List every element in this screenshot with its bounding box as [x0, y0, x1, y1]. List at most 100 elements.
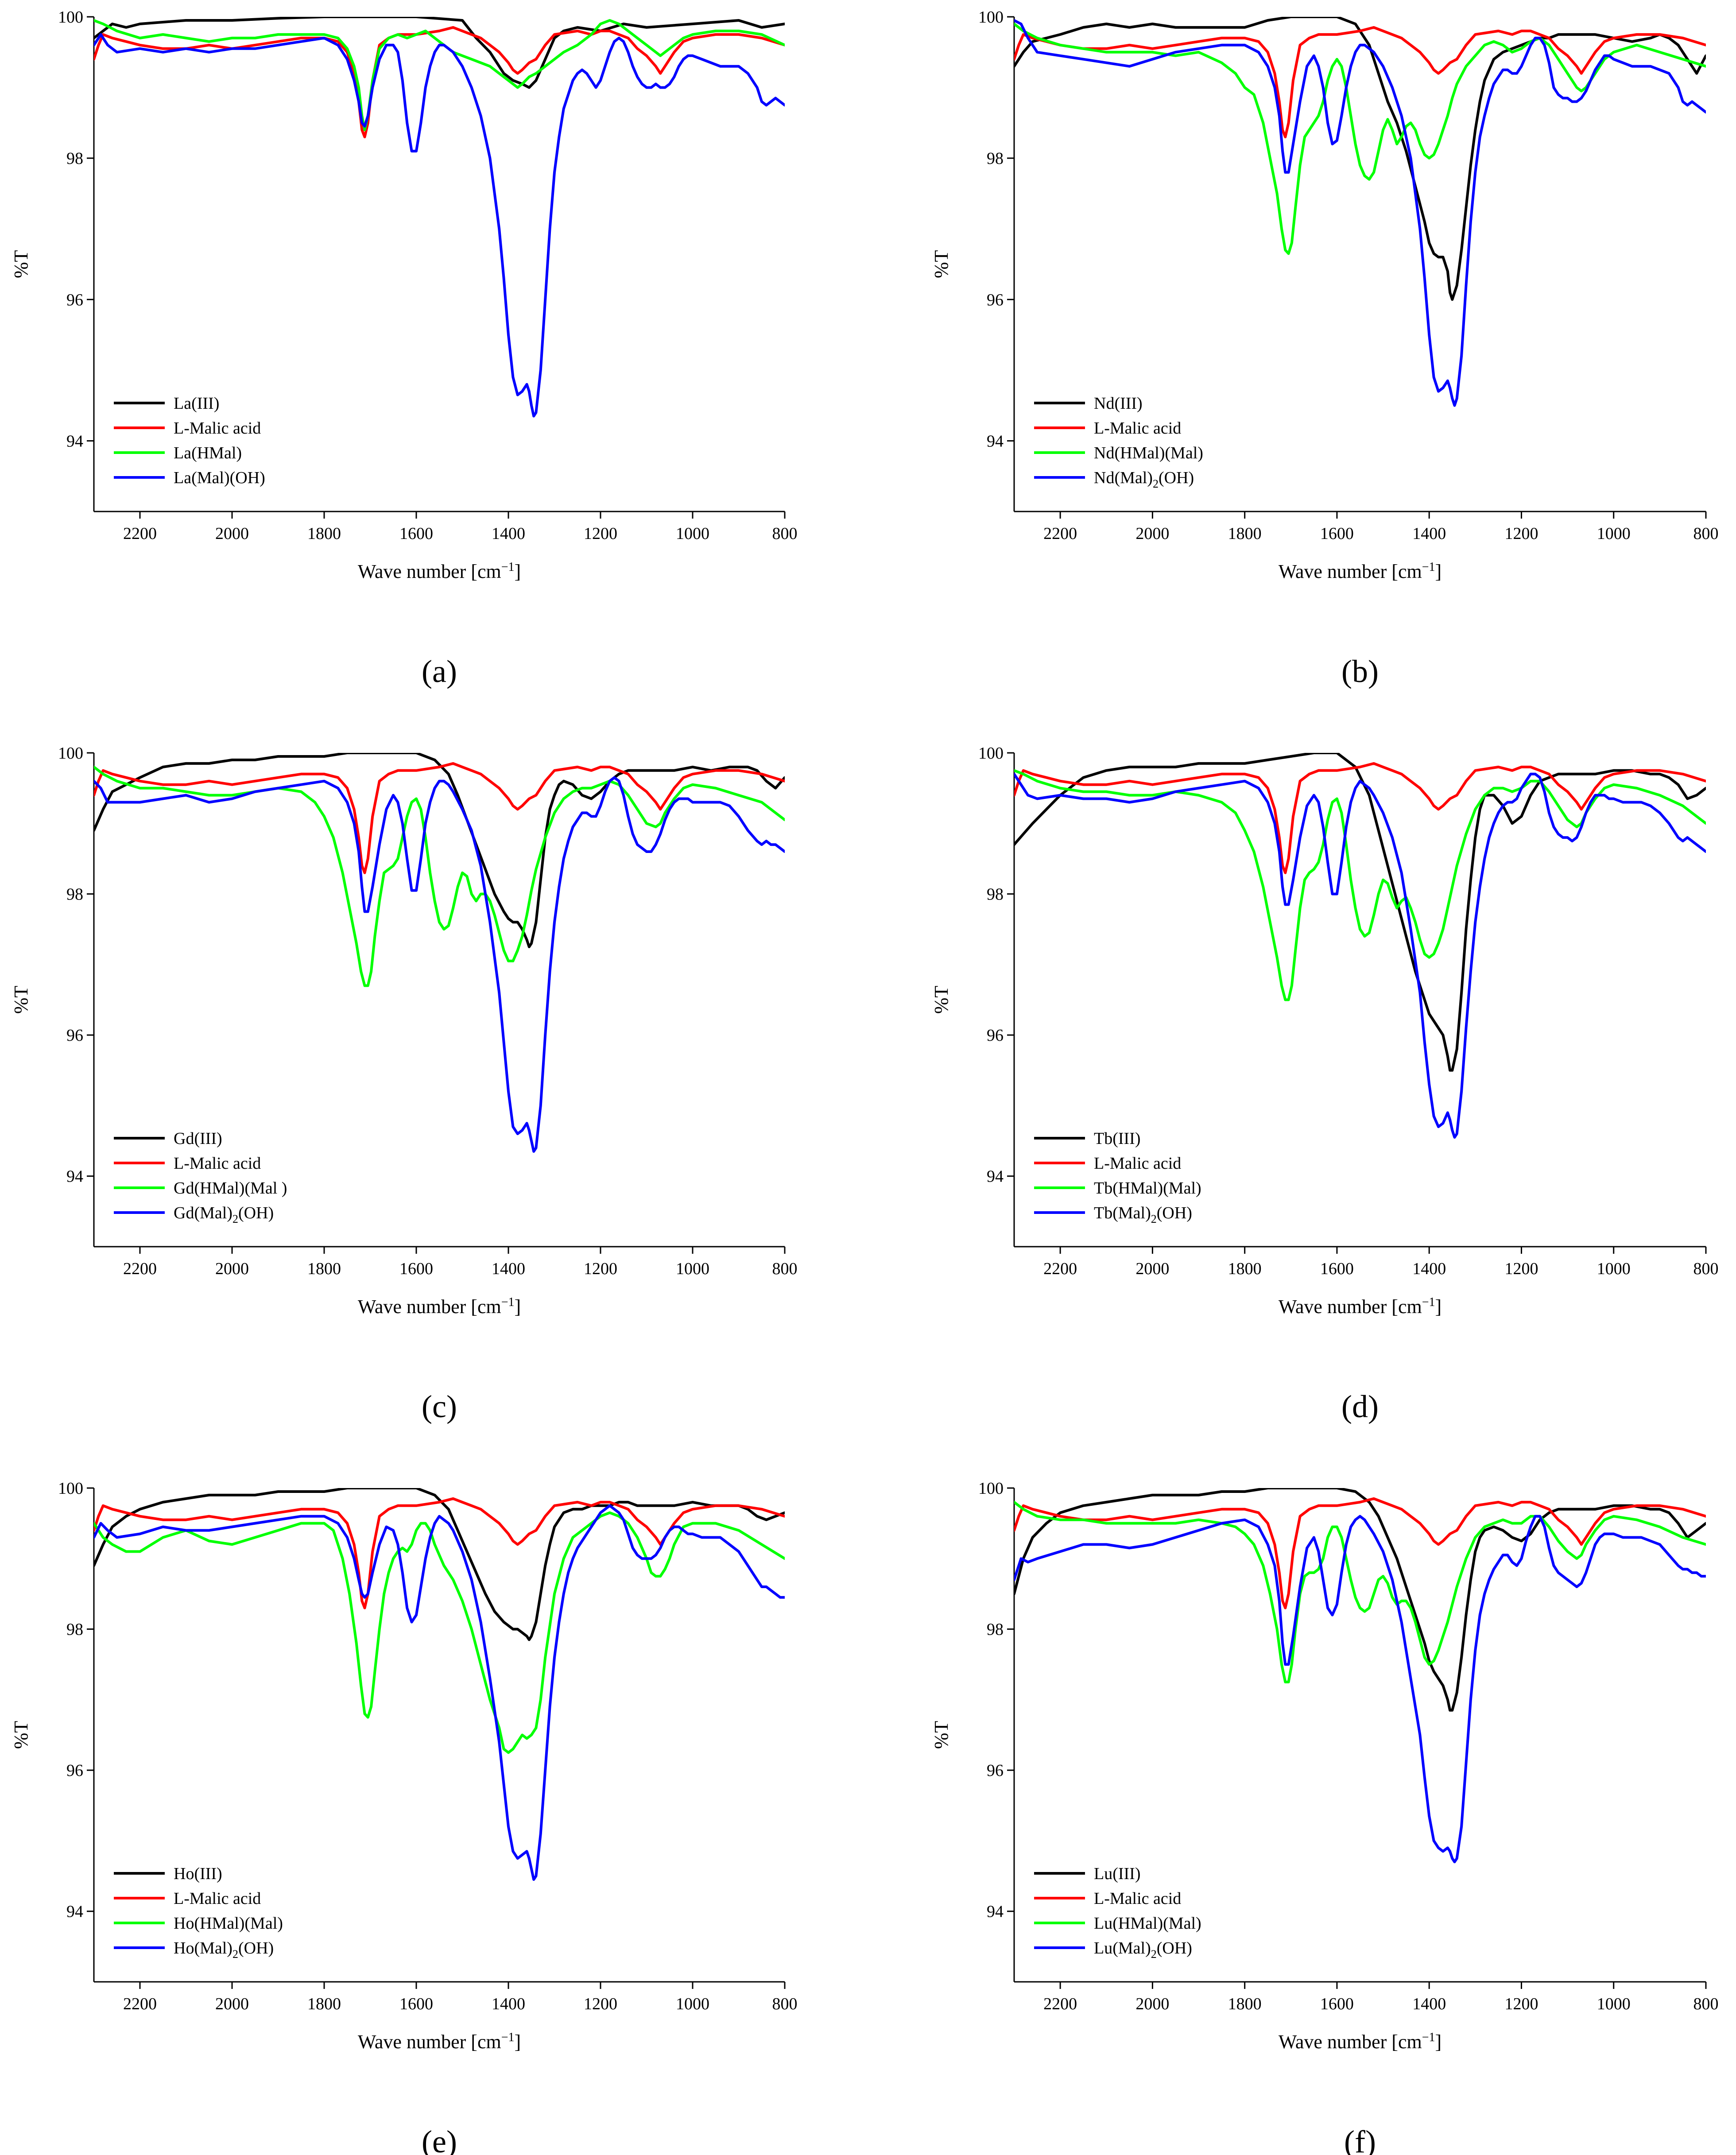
x-tick-label: 1000 [676, 1260, 709, 1278]
panel-label: (e) [422, 2124, 457, 2155]
x-axis-title: Wave number [cm−1] [358, 560, 521, 582]
y-tick-label: 98 [987, 1620, 1004, 1639]
y-tick-label: 100 [978, 744, 1004, 763]
x-tick-label: 1000 [1597, 1260, 1631, 1278]
legend-label: Gd(Mal)2(OH) [174, 1204, 274, 1225]
legend-label: L-Malic acid [174, 1889, 261, 1908]
legend-label: Tb(III) [1094, 1129, 1140, 1148]
x-tick-label: 800 [772, 1995, 798, 2013]
series-line-4 [1014, 772, 1706, 1139]
y-axis-title: %T [930, 250, 952, 279]
legend-label: La(III) [174, 394, 219, 413]
x-tick-label: 2200 [123, 1995, 157, 2013]
x-tick-label: 1200 [584, 1995, 617, 2013]
x-tick-label: 1200 [1504, 524, 1538, 543]
chart-panel-e: 2200 2000 1800 1600 1400 1200 1000 800 94 96 98 100… [10, 1479, 798, 2155]
y-tick-label: 100 [978, 8, 1004, 27]
x-tick-label: 1200 [584, 1260, 617, 1278]
x-tick-label: 1200 [1504, 1995, 1538, 2013]
y-tick-label: 94 [66, 432, 83, 450]
x-tick-label: 800 [772, 1260, 798, 1278]
x-tick-label: 2000 [215, 1260, 249, 1278]
chart-panel-d: 2200 2000 1800 1600 1400 1200 1000 800 94 96 98 100… [930, 744, 1719, 1424]
x-tick-label: 1400 [492, 1260, 525, 1278]
panel-label: (d) [1341, 1389, 1379, 1424]
series-line-1 [1014, 753, 1706, 1072]
x-tick-label: 1600 [399, 1995, 433, 2013]
x-tick-label: 1200 [584, 524, 617, 543]
x-tick-label: 800 [1693, 1995, 1719, 2013]
y-tick-label: 96 [987, 1761, 1004, 1780]
y-tick-label: 100 [978, 1479, 1004, 1498]
series-line-2 [94, 26, 785, 139]
series-line-1 [94, 17, 785, 89]
legend-label: L-Malic acid [1094, 1154, 1181, 1173]
x-tick-label: 1800 [1228, 1260, 1262, 1278]
series-line-3 [1014, 1500, 1706, 1683]
x-tick-label: 1400 [1412, 1995, 1446, 2013]
legend-label: Lu(III) [1094, 1864, 1140, 1883]
x-tick-label: 1600 [1320, 1995, 1354, 2013]
panel-label: (b) [1341, 654, 1379, 689]
chart-panel-c: 2200 2000 1800 1600 1400 1200 1000 800 94 96 98 100… [10, 744, 798, 1424]
y-tick-label: 96 [66, 1026, 83, 1045]
series-line-1 [1014, 17, 1706, 301]
series-line-4 [1014, 1515, 1706, 1864]
series-line-2 [94, 1497, 785, 1609]
panel-label: (a) [422, 654, 457, 689]
legend-label: L-Malic acid [1094, 1889, 1181, 1908]
legend-label: L-Malic acid [174, 419, 261, 438]
legend-label: L-Malic acid [174, 1154, 261, 1173]
x-axis-title: Wave number [cm−1] [1279, 2031, 1442, 2053]
legend-label: La(HMal) [174, 444, 242, 462]
x-tick-label: 1800 [307, 524, 341, 543]
y-axis-title: %T [10, 250, 32, 279]
y-tick-label: 100 [58, 8, 83, 27]
y-tick-label: 98 [66, 1620, 83, 1639]
legend-label: Lu(HMal)(Mal) [1094, 1914, 1201, 1933]
y-tick-label: 98 [66, 885, 83, 904]
chart-panel-f: 2200 2000 1800 1600 1400 1200 1000 800 94 96 98 100… [930, 1479, 1719, 2155]
x-tick-label: 1600 [1320, 1260, 1354, 1278]
y-tick-label: 96 [987, 1026, 1004, 1045]
x-tick-label: 800 [1693, 1260, 1719, 1278]
panel-label: (f) [1344, 2124, 1376, 2155]
y-tick-label: 98 [987, 885, 1004, 904]
x-tick-label: 1400 [1412, 1260, 1446, 1278]
y-tick-label: 98 [66, 149, 83, 168]
x-tick-label: 2000 [1135, 524, 1169, 543]
x-tick-label: 2000 [215, 524, 249, 543]
x-tick-label: 1600 [399, 1260, 433, 1278]
series-line-2 [1014, 762, 1706, 874]
x-tick-label: 2200 [1043, 1995, 1077, 2013]
x-tick-label: 800 [1693, 524, 1719, 543]
y-tick-label: 96 [66, 291, 83, 309]
x-axis-title: Wave number [cm−1] [358, 2031, 521, 2053]
x-tick-label: 1400 [492, 524, 525, 543]
series-line-4 [94, 33, 785, 418]
x-axis-title: Wave number [cm−1] [358, 1295, 521, 1318]
legend-label: Nd(HMal)(Mal) [1094, 444, 1203, 462]
y-axis-title: %T [930, 986, 952, 1014]
y-tick-label: 100 [58, 1479, 83, 1498]
x-tick-label: 1400 [1412, 524, 1446, 543]
legend-label: Nd(III) [1094, 394, 1143, 413]
y-tick-label: 96 [987, 291, 1004, 309]
legend-label: Lu(Mal)2(OH) [1094, 1939, 1192, 1961]
legend-label: Nd(Mal)2(OH) [1094, 469, 1194, 490]
x-tick-label: 1800 [307, 1995, 341, 2013]
y-axis-title: %T [930, 1721, 952, 1749]
legend-label: Ho(III) [174, 1864, 222, 1883]
series-line-1 [1014, 1488, 1706, 1712]
legend-label: Ho(Mal)2(OH) [174, 1939, 274, 1961]
series-line-3 [94, 19, 785, 132]
series-line-4 [94, 776, 785, 1153]
x-tick-label: 2000 [215, 1995, 249, 2013]
series-line-3 [94, 1511, 785, 1754]
series-line-2 [1014, 26, 1706, 139]
series-line-4 [1014, 19, 1706, 407]
y-tick-label: 96 [66, 1761, 83, 1780]
series-line-4 [94, 1504, 785, 1881]
y-tick-label: 94 [66, 1903, 83, 1921]
